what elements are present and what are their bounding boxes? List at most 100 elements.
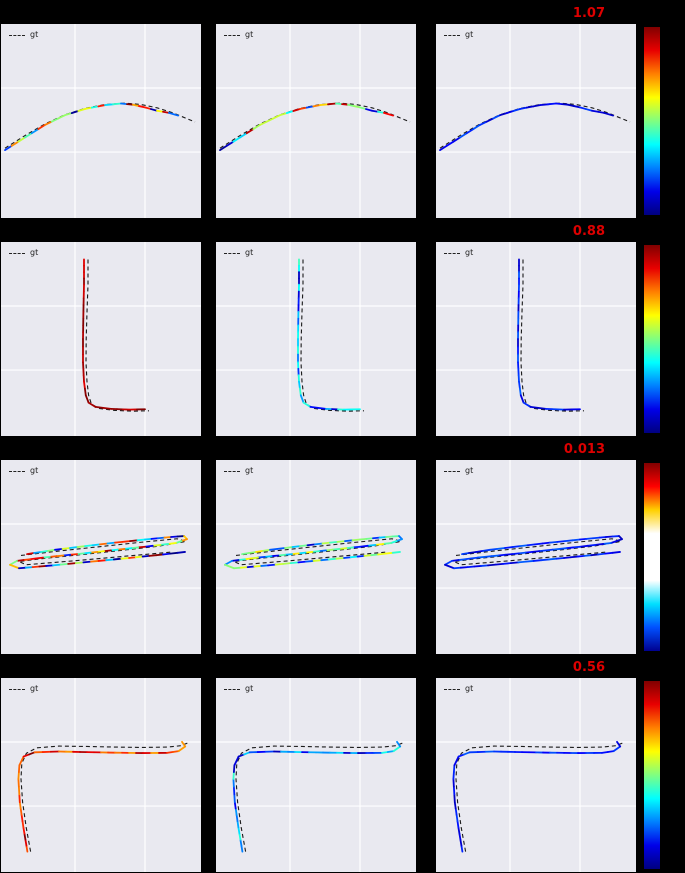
colorbar-r3: [644, 681, 660, 869]
plot-r2-c1: gt: [216, 460, 416, 654]
gt-dashed-line-icon: [444, 470, 460, 472]
plot-r0-c0: gt: [1, 24, 201, 218]
plot-r1-c1: gt: [216, 242, 416, 436]
colorbar-r0: [644, 27, 660, 215]
pred-path: [9, 535, 188, 570]
metric-value-r0: 1.07: [572, 6, 605, 21]
trajectory-canvas-r3-c2: [436, 678, 636, 872]
legend: gt: [444, 467, 473, 475]
plot-r0-c2: gt: [436, 24, 636, 218]
gt-path: [20, 742, 189, 852]
row-4-plots: gt gt gt: [0, 678, 685, 872]
legend-label: gt: [465, 30, 474, 39]
legend: gt: [224, 249, 253, 257]
colorbar-r2: [644, 463, 660, 651]
gt-path: [85, 259, 150, 412]
trajectory-canvas-r0-c1: [216, 24, 416, 218]
row-2-plots: gt gt gt: [0, 242, 685, 436]
grid-lines: [216, 678, 416, 872]
gt-dashed-line-icon: [9, 470, 25, 472]
row-2: 0.88 gt gt gt: [0, 222, 685, 436]
grid-lines: [436, 242, 636, 436]
gt-dashed-line-icon: [444, 252, 460, 254]
trajectory-canvas-r2-c2: [436, 460, 636, 654]
gt-path: [455, 742, 624, 852]
gt-path: [4, 102, 196, 149]
legend: gt: [224, 685, 253, 693]
pred-path: [517, 258, 581, 411]
legend-label: gt: [245, 684, 254, 693]
pred-path: [452, 740, 622, 853]
plot-r0-c1: gt: [216, 24, 416, 218]
grid-lines: [216, 242, 416, 436]
pred-path: [4, 102, 179, 151]
metric-value-r2: 0.013: [563, 442, 605, 457]
grid-lines: [436, 24, 636, 218]
colorbar-r1: [644, 245, 660, 433]
metric-value-r1: 0.88: [572, 224, 605, 239]
gt-path: [520, 259, 585, 412]
plot-r3-c2: gt: [436, 678, 636, 872]
legend-label: gt: [30, 248, 39, 257]
legend: gt: [9, 249, 38, 257]
grid-lines: [1, 242, 201, 436]
legend-label: gt: [465, 684, 474, 693]
pred-path: [224, 535, 403, 570]
trajectory-canvas-r1-c2: [436, 242, 636, 436]
pred-path: [439, 102, 614, 151]
grid-lines: [216, 460, 416, 654]
legend-label: gt: [30, 684, 39, 693]
gt-path: [439, 102, 631, 149]
legend: gt: [224, 31, 253, 39]
trajectory-canvas-r1-c0: [1, 242, 201, 436]
legend-label: gt: [465, 248, 474, 257]
trajectory-canvas-r3-c0: [1, 678, 201, 872]
grid-lines: [436, 460, 636, 654]
grid-lines: [1, 678, 201, 872]
gt-dashed-line-icon: [9, 688, 25, 690]
pred-path: [232, 740, 402, 853]
legend: gt: [9, 467, 38, 475]
gt-dashed-line-icon: [224, 252, 240, 254]
gt-path: [232, 538, 402, 566]
legend-label: gt: [245, 30, 254, 39]
gt-dashed-line-icon: [224, 470, 240, 472]
gt-dashed-line-icon: [224, 688, 240, 690]
gt-path: [235, 742, 404, 852]
legend: gt: [224, 467, 253, 475]
pred-path: [444, 535, 623, 570]
gt-dashed-line-icon: [444, 688, 460, 690]
trajectory-canvas-r2-c0: [1, 460, 201, 654]
plot-r1-c0: gt: [1, 242, 201, 436]
grid-lines: [436, 678, 636, 872]
legend: gt: [444, 249, 473, 257]
row-1-plots: gt gt gt: [0, 24, 685, 218]
trajectory-canvas-r3-c1: [216, 678, 416, 872]
row-4: 0.56 gt gt gt: [0, 658, 685, 872]
row-3: 0.013 gt gt gt: [0, 440, 685, 654]
grid-lines: [216, 24, 416, 218]
row-3-plots: gt gt gt: [0, 460, 685, 654]
gt-dashed-line-icon: [444, 34, 460, 36]
gt-path: [452, 538, 622, 566]
row-1: 1.07 gt gt gt: [0, 4, 685, 218]
plot-r3-c0: gt: [1, 678, 201, 872]
plot-r1-c2: gt: [436, 242, 636, 436]
plot-r2-c2: gt: [436, 460, 636, 654]
legend: gt: [444, 31, 473, 39]
metric-value-r3: 0.56: [572, 660, 605, 675]
legend-label: gt: [245, 466, 254, 475]
gt-path: [17, 538, 187, 566]
legend: gt: [444, 685, 473, 693]
legend-label: gt: [30, 466, 39, 475]
plot-r2-c0: gt: [1, 460, 201, 654]
trajectory-canvas-r2-c1: [216, 460, 416, 654]
grid-lines: [1, 24, 201, 218]
gt-dashed-line-icon: [224, 34, 240, 36]
gt-path: [300, 259, 365, 412]
gt-path: [219, 102, 411, 149]
grid-lines: [1, 460, 201, 654]
gt-dashed-line-icon: [9, 252, 25, 254]
legend-label: gt: [465, 466, 474, 475]
